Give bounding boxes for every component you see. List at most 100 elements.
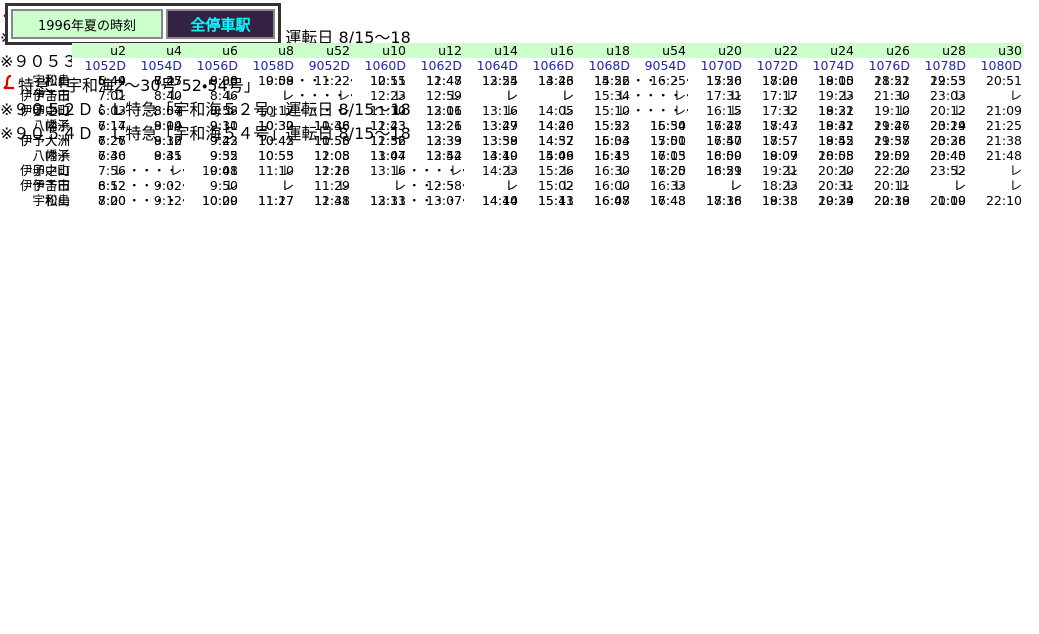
train-number: 1078D [912,58,968,73]
train-id-row: u2 u4 u6 u8 u52 u10 u12 u14 u16 u18 u54 u20 u22 u24 u2… [0,43,1024,58]
header-title: 1996年夏の時刻 [11,9,163,39]
time: レ [393,103,406,118]
time: 17:08 [761,73,798,88]
time: 6:36 [97,148,126,163]
time: 8:25 [153,73,182,88]
time: 18:23 [761,178,798,193]
time: 7:56 [97,163,126,178]
time: 14:05 [537,103,574,118]
time: 17:17 [761,88,798,103]
time: 8:46 [209,88,238,103]
station-name: 内子 [44,118,70,133]
time: 13:49 [481,118,518,133]
ltd-express-logo [0,74,18,95]
train-id: u52 [296,43,352,58]
train-number: 1056D [184,58,240,73]
time: 14:23 [481,163,518,178]
timetable-section: 特急「宇和海2～30号 52・54号」 u2 u4 u6 u8 u52 u10 u12 u14 u… [0,43,1039,208]
time: 20:24 [929,118,966,133]
train-id: u16 [520,43,576,58]
train-id: u26 [856,43,912,58]
time: 19:26 [873,118,910,133]
time: レ [169,163,182,178]
time: 17:57 [761,133,798,148]
time: レ [113,163,126,178]
time: 15:26 [537,163,574,178]
corner-cell [0,58,72,73]
time: 16:15 [705,103,742,118]
time: 7:17 [97,118,126,133]
time: 8:20 [97,193,126,208]
time: レ [729,88,742,103]
station-name: 松山 [44,193,70,208]
time: 6:26 [97,133,126,148]
time: レ [617,103,630,118]
time: 10:17 [257,103,294,118]
time: レ [785,88,798,103]
time: 12:11 [369,193,406,208]
time: 9:22 [209,133,238,148]
station-row: 宇和島5:447:478:389:58・・・・・10:5111:4812:551… [0,73,1024,88]
time: レ [897,103,910,118]
time: レ [673,178,686,193]
time: 14:10 [481,148,518,163]
time: レ [337,88,350,103]
time: 19:38 [873,133,910,148]
time: 20:12 [929,103,966,118]
timetable: u2 u4 u6 u8 u52 u10 u12 u14 u16 u18 u54 u20 u22 u24 u2… [0,43,1024,208]
station-row: 内子 7:17 9:04 9:31 10:32 11:46 12:43 13:26 13:49 1… [0,118,968,133]
time: 8:12 [97,178,126,193]
time: 6:03 [97,103,126,118]
time: 18:58 [817,148,854,163]
train-number: 1072D [744,58,800,73]
time: レ [225,103,238,118]
time: 13:49 [481,148,518,163]
time: 23:28 [929,133,966,148]
time: 23:40 [929,148,966,163]
time: レ [505,178,518,193]
time: 20:36 [929,133,966,148]
time: 19:24 [817,193,854,208]
time: 19:32 [817,103,854,118]
time: 10:42 [257,133,294,148]
all-stops-button[interactable]: 全停車駅 [166,9,275,39]
time: 16:00 [593,178,630,193]
station-name: 宇和島 [32,73,70,88]
time: 18:09 [705,148,742,163]
station-row: 伊予中山 レ 8:54 レ レ レ レ 13:11 レ レ レ レ レ レ 19:32 レ レ [0,103,968,118]
time: 14:52 [593,73,630,88]
time: 20:20 [817,163,854,178]
time: 9:31 [153,148,182,163]
station-row: 伊予中山 レ レ 9:41 レ 11:16 レ レ レ レ レ 16:20 16:59 レ レ レ レ レ [0,163,1024,178]
train-id: u12 [408,43,464,58]
time: 9:50 [209,178,238,193]
time: 12:15 [369,73,406,88]
time: 17:25 [649,163,686,178]
train-number: 1076D [856,58,912,73]
time: 10:53 [313,133,350,148]
time: 15:56 [705,73,742,88]
time: 10:53 [257,148,294,163]
time: 15:26 [593,73,630,88]
time: 9:16 [153,133,182,148]
time: 9:58 [265,73,294,88]
time: レ [337,103,350,118]
train-id: u4 [128,43,184,58]
time: 11:10 [369,103,406,118]
time: レ [785,103,798,118]
train-id: u2 [72,43,128,58]
time: 12:21 [425,118,462,133]
time: 8:32 [153,133,182,148]
time: 6:14 [97,118,126,133]
time: 19:15 [817,73,854,88]
train-number: 1052D [72,58,128,73]
time: レ [897,178,910,193]
time: 23:03 [929,88,966,103]
time: 11:29 [313,178,350,193]
time: レ [897,163,910,178]
time: 16:05 [649,148,686,163]
station-name: 内子 [44,148,70,163]
time: 16:30 [593,163,630,178]
time: 11:05 [313,148,350,163]
time: レ [113,103,126,118]
